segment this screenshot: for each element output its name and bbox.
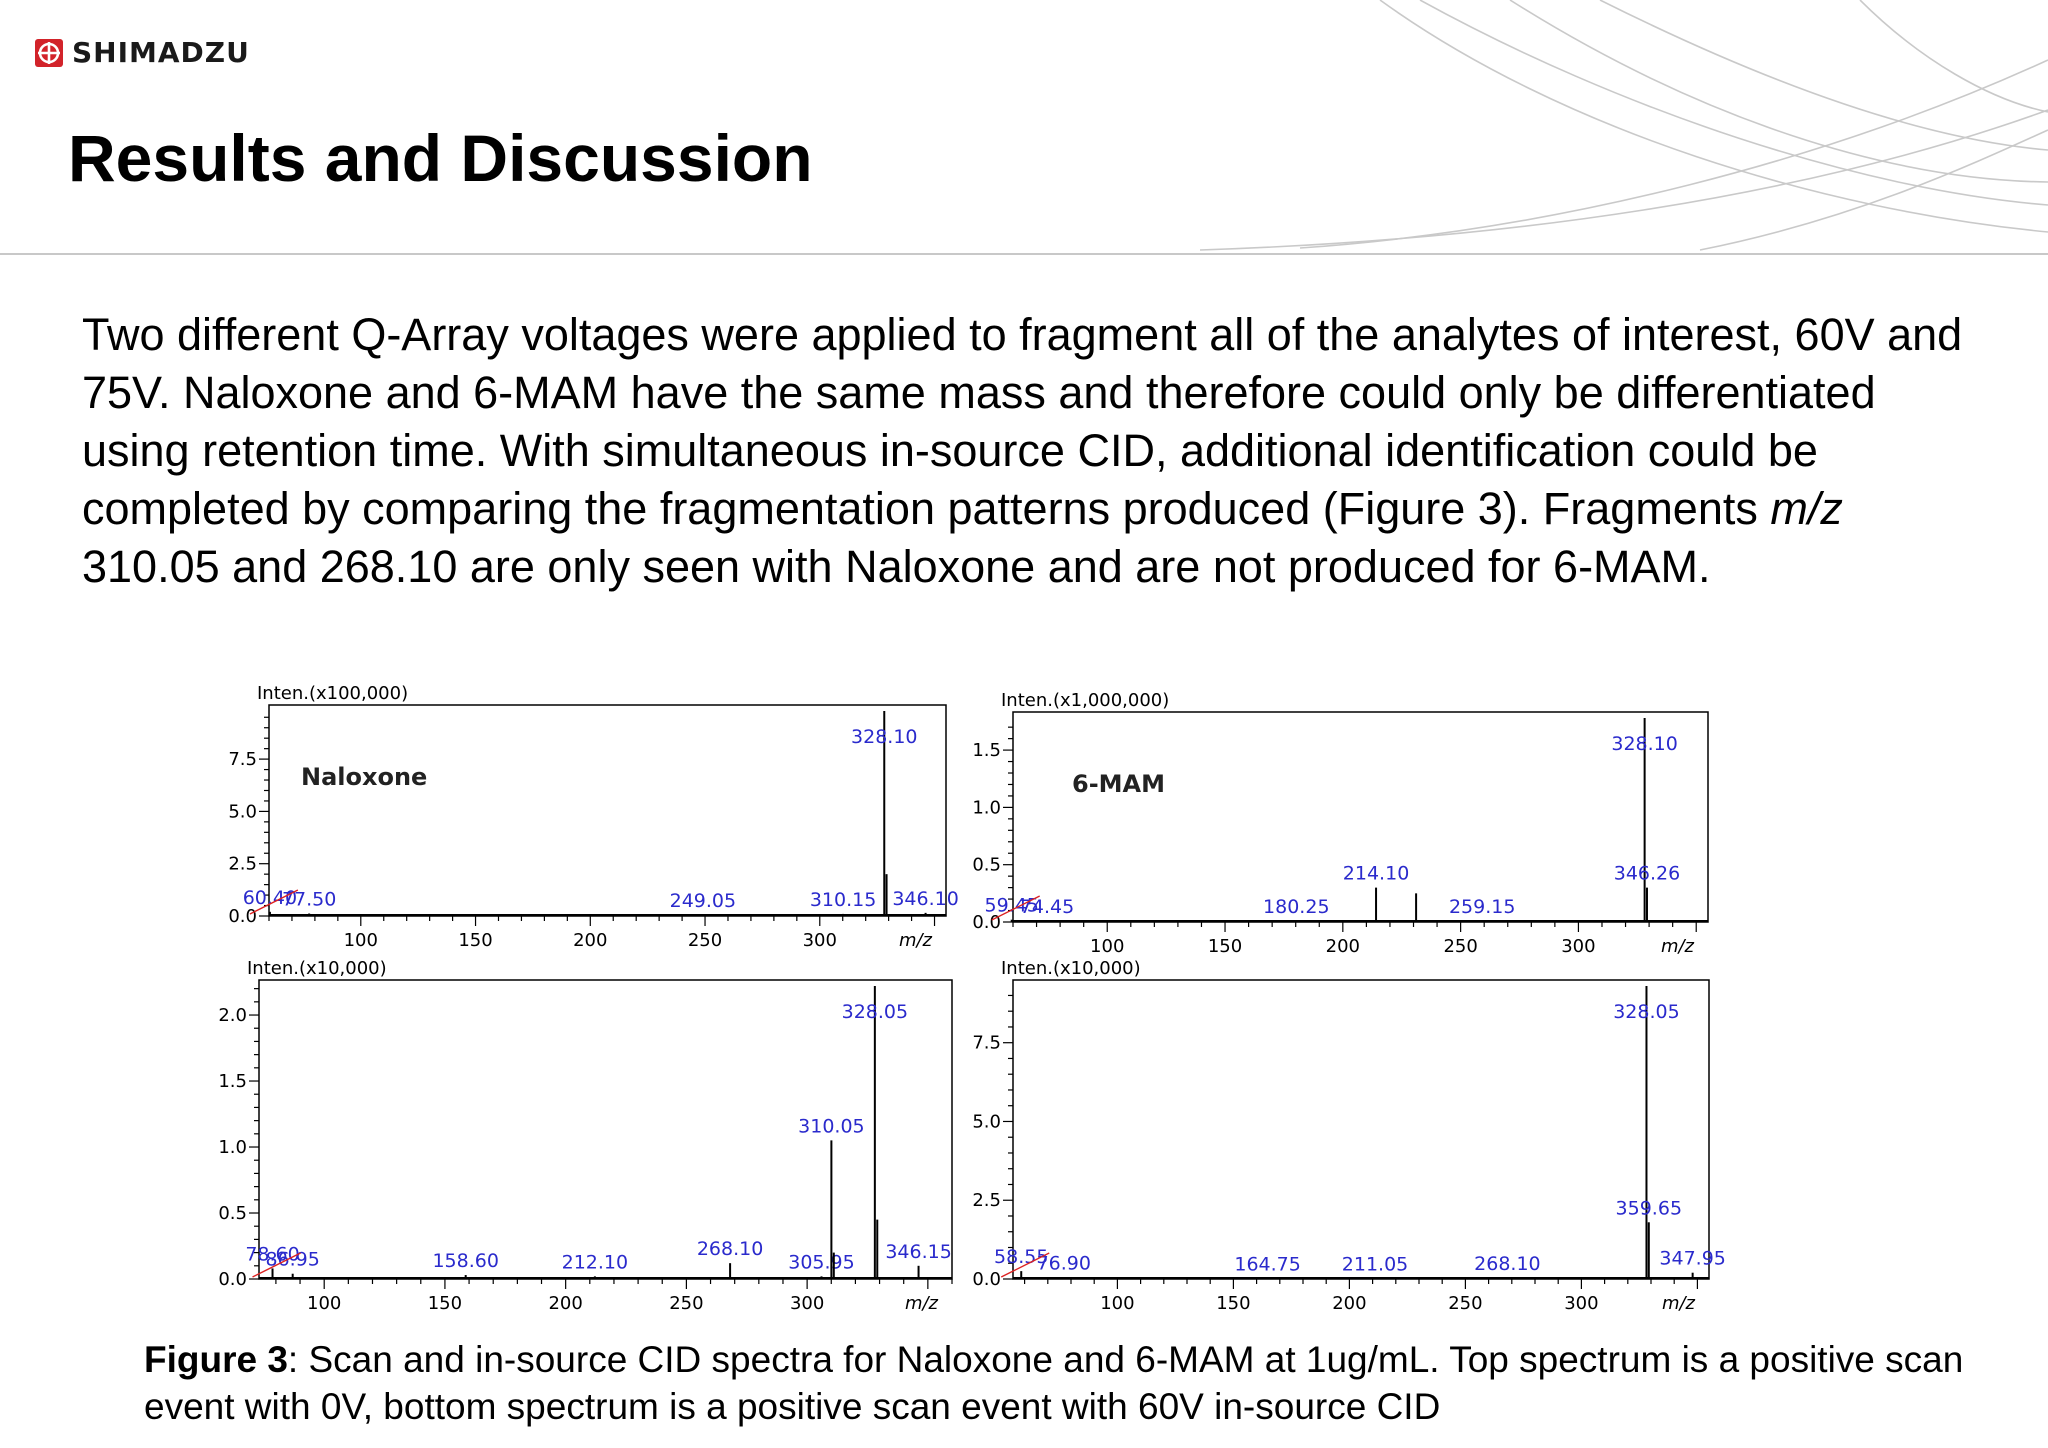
peak-label: 74.45	[1020, 896, 1074, 918]
peak-label: 268.10	[697, 1238, 763, 1260]
x-tick-label: 250	[669, 1293, 703, 1314]
x-tick-label: 100	[307, 1293, 341, 1314]
peak-label: 60.40	[243, 887, 297, 909]
y-tick-label: 0.0	[218, 1269, 247, 1290]
plot-frame	[1012, 979, 1710, 1280]
x-tick-label: 250	[1443, 936, 1477, 957]
y-tick-label: 0.0	[972, 912, 1001, 933]
figure-3-spectra: Inten.(x100,000) 100 150 200 250 300 m/z 0.0 2.5…	[218, 683, 1726, 1314]
x-tick-label: 300	[1561, 936, 1595, 957]
x-tick-label: 150	[1216, 1293, 1250, 1314]
y-tick-label: 0.0	[972, 1269, 1001, 1290]
y-tick-label: 1.5	[972, 740, 1001, 761]
y-axis-label: Inten.(x1,000,000)	[1001, 690, 1169, 711]
peak-label: 211.05	[1342, 1253, 1408, 1275]
peak-label: 268.10	[1474, 1253, 1540, 1275]
peak-label: 346.26	[1614, 863, 1680, 885]
x-tick-label: 300	[1564, 1293, 1598, 1314]
peak-label: 180.25	[1263, 896, 1329, 918]
y-tick-label: 1.5	[218, 1071, 247, 1092]
caption-label: Figure 3	[144, 1339, 288, 1380]
y-tick-label: 7.5	[228, 749, 257, 770]
body-paragraph: Two different Q-Array voltages were appl…	[82, 306, 1982, 596]
peak-label: 249.05	[670, 890, 736, 912]
y-tick-label: 0.0	[228, 906, 257, 927]
spectrum-title: Naloxone	[301, 763, 427, 791]
header-decorative-curves	[1199, 0, 2048, 251]
header-divider	[0, 253, 2048, 255]
body-mz-italic: m/z	[1770, 483, 1843, 534]
annotation-stroke	[991, 895, 1041, 921]
y-tick-label: 2.0	[218, 1005, 247, 1026]
peak-label: 76.90	[1037, 1252, 1091, 1274]
peak-label: 59.45	[985, 895, 1039, 917]
x-tick-label: 150	[1208, 936, 1242, 957]
plot-frame	[268, 704, 947, 917]
peak-label: 214.10	[1343, 863, 1409, 885]
body-text-part-1: Two different Q-Array voltages were appl…	[82, 309, 1963, 534]
x-tick-label: 200	[1326, 936, 1360, 957]
x-axis-label: m/z	[899, 930, 933, 951]
body-text-part-2: 310.05 and 268.10 are only seen with Nal…	[82, 541, 1711, 592]
x-tick-label: 200	[548, 1293, 582, 1314]
y-tick-label: 0.5	[218, 1203, 247, 1224]
y-tick-label: 5.0	[228, 801, 257, 822]
peak-label: 164.75	[1234, 1253, 1300, 1275]
peak-label: 328.05	[842, 1001, 908, 1023]
y-tick-label: 5.0	[972, 1111, 1001, 1132]
x-tick-label: 250	[1448, 1293, 1482, 1314]
x-tick-label: 100	[1090, 936, 1124, 957]
annotation-stroke	[252, 1252, 301, 1278]
peak-label: 359.65	[1616, 1197, 1682, 1219]
y-tick-label: 1.0	[972, 797, 1001, 818]
peak-label: 259.15	[1449, 896, 1515, 918]
peak-label: 212.10	[562, 1251, 628, 1273]
x-tick-label: 100	[344, 930, 378, 951]
shimadzu-logo: SHIMADZU	[34, 36, 250, 69]
peak-label: 346.10	[892, 888, 958, 910]
y-axis-label: Inten.(x10,000)	[247, 958, 387, 979]
x-tick-label: 200	[573, 930, 607, 951]
spectrum-title: 6-MAM	[1072, 770, 1165, 798]
figure-caption: Figure 3: Scan and in-source CID spectra…	[144, 1336, 1964, 1430]
peak-label: 158.60	[432, 1250, 498, 1272]
plot-frame	[258, 979, 953, 1280]
peak-label: 58.55	[994, 1246, 1048, 1268]
x-tick-label: 300	[790, 1293, 824, 1314]
peak-label: 86.95	[265, 1249, 319, 1271]
x-tick-label: 250	[688, 930, 722, 951]
annotation-stroke	[249, 889, 299, 915]
annotation-stroke	[1000, 1252, 1050, 1278]
x-axis-label: m/z	[905, 1293, 939, 1314]
y-axis-label: Inten.(x100,000)	[257, 683, 408, 704]
x-tick-label: 100	[1100, 1293, 1134, 1314]
shimadzu-logo-icon	[35, 38, 63, 67]
x-tick-label: 150	[428, 1293, 462, 1314]
peak-label: 328.10	[851, 726, 917, 748]
page-title: Results and Discussion	[68, 121, 813, 195]
y-tick-label: 2.5	[972, 1190, 1001, 1211]
y-axis-label: Inten.(x10,000)	[1001, 958, 1141, 979]
peak-label: 328.10	[1611, 733, 1677, 755]
y-tick-label: 7.5	[972, 1033, 1001, 1054]
x-tick-label: 200	[1332, 1293, 1366, 1314]
peak-label: 77.50	[282, 888, 336, 910]
peak-label: 310.15	[810, 889, 876, 911]
x-tick-label: 150	[458, 930, 492, 951]
x-axis-label: m/z	[1662, 1293, 1696, 1314]
caption-text: : Scan and in-source CID spectra for Nal…	[144, 1339, 1964, 1427]
peak-label: 346.15	[885, 1241, 951, 1263]
plot-frame	[1012, 711, 1709, 923]
y-tick-label: 0.5	[972, 855, 1001, 876]
peak-label: 310.05	[798, 1115, 864, 1137]
peak-label: 347.95	[1659, 1248, 1725, 1270]
x-tick-label: 300	[803, 930, 837, 951]
x-axis-label: m/z	[1661, 936, 1695, 957]
logo-text: SHIMADZU	[72, 36, 250, 69]
y-tick-label: 1.0	[218, 1137, 247, 1158]
peak-label: 328.05	[1613, 1001, 1679, 1023]
y-tick-label: 2.5	[228, 854, 257, 875]
peak-label: 305.95	[788, 1251, 854, 1273]
